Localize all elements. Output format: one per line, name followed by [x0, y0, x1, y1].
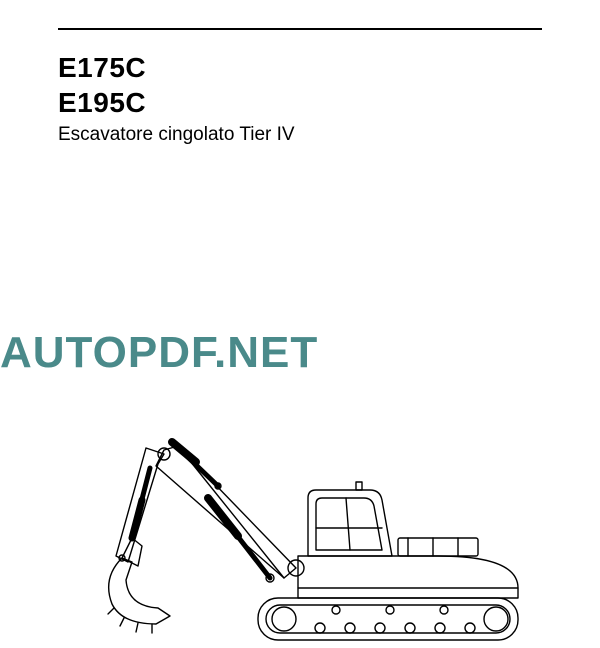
horizontal-rule — [58, 28, 542, 30]
model-number-1: E175C — [58, 50, 542, 85]
document-subtitle: Escavatore cingolato Tier IV — [58, 124, 542, 146]
watermark-text: AUTOPDF.NET — [0, 328, 318, 378]
model-number-2: E195C — [58, 85, 542, 120]
excavator-illustration — [98, 428, 528, 648]
document-page: E175C E195C Escavatore cingolato Tier IV… — [0, 28, 600, 628]
